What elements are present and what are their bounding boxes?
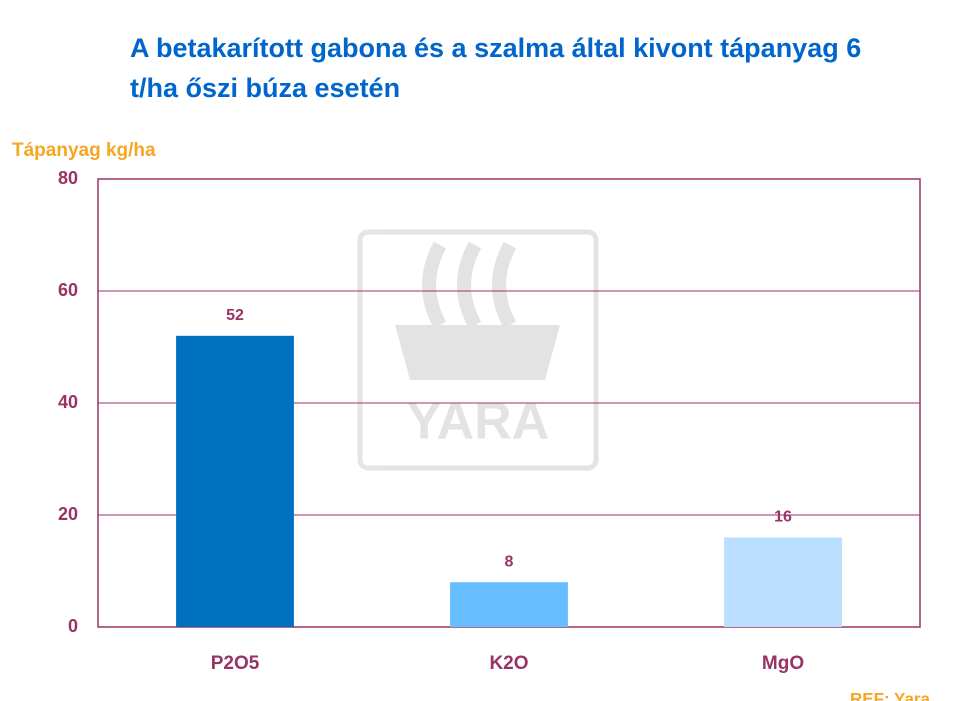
value-label: 8 xyxy=(505,553,514,570)
value-label: 52 xyxy=(226,307,244,324)
logo-ship xyxy=(395,325,560,380)
bar xyxy=(450,582,568,627)
x-tick-label: P2O5 xyxy=(211,653,260,674)
y-tick-label: 40 xyxy=(58,392,78,412)
bar xyxy=(724,537,842,627)
x-tick-label: K2O xyxy=(489,653,528,674)
x-tick-label: MgO xyxy=(762,653,804,674)
logo-frame xyxy=(357,229,599,471)
logo-sail xyxy=(422,241,517,329)
value-label: 16 xyxy=(774,509,792,526)
source: REF: Yara xyxy=(850,689,931,701)
y-tick-label: 60 xyxy=(58,280,78,300)
y-tick-label: 80 xyxy=(58,168,78,188)
y-tick-label: 20 xyxy=(58,504,78,524)
y-axis-label: Tápanyag kg/ha xyxy=(12,140,156,161)
watermark-logo: YARA xyxy=(357,229,599,471)
bar xyxy=(176,335,294,627)
chart-title: A betakarított gabona és a szalma által … xyxy=(130,33,862,103)
y-tick-label: 0 xyxy=(68,616,78,636)
logo-text: YARA xyxy=(407,393,550,451)
